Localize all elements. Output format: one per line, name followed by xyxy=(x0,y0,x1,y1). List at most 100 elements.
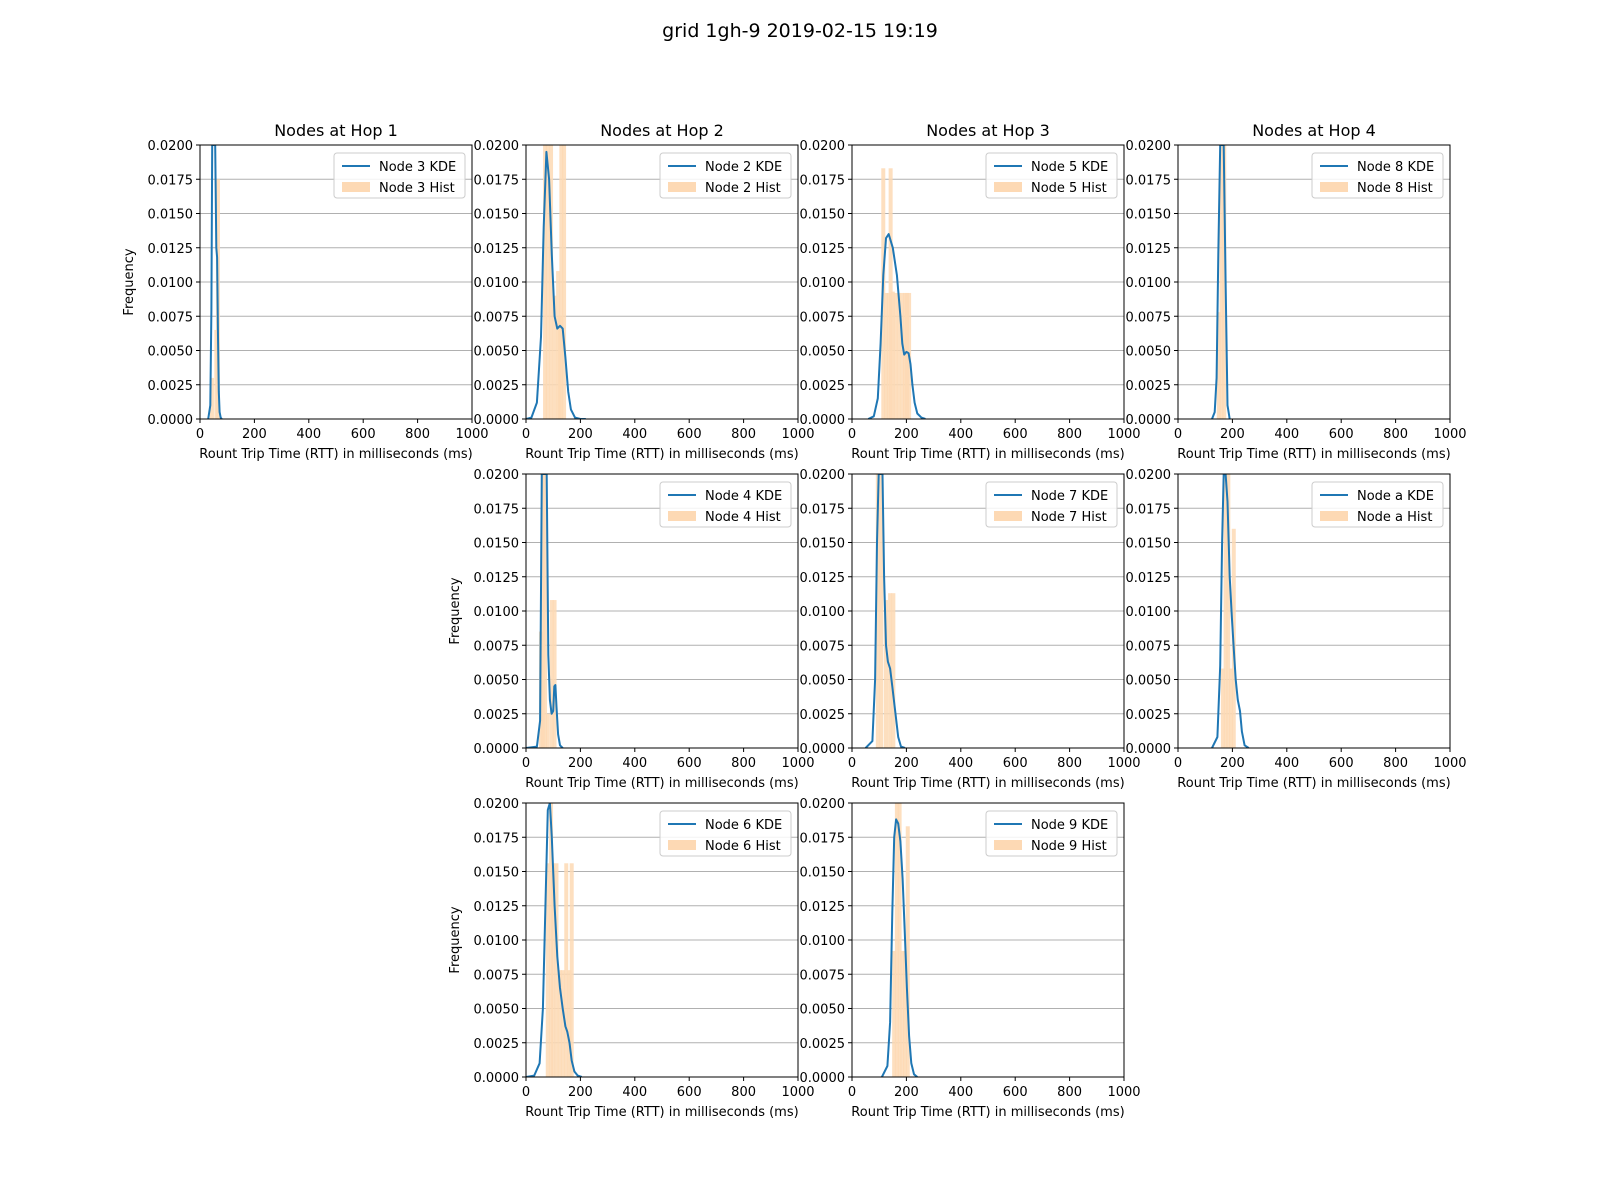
x-axis-label: Rount Trip Time (RTT) in milliseconds (m… xyxy=(1177,776,1450,791)
legend-patch-swatch xyxy=(994,182,1022,192)
hist-bar xyxy=(545,145,550,419)
hist-bar xyxy=(545,713,550,748)
plot-area xyxy=(867,168,926,419)
hist-bar xyxy=(1222,145,1227,419)
y-tick-label: 0.0125 xyxy=(800,242,846,257)
y-tick-label: 0.0000 xyxy=(800,742,846,757)
y-tick-label: 0.0125 xyxy=(148,242,194,257)
y-tick-label: 0.0100 xyxy=(474,934,520,949)
x-axis-label: Rount Trip Time (RTT) in milliseconds (m… xyxy=(525,1105,798,1120)
legend-label: Node 7 KDE xyxy=(1031,489,1108,504)
legend-patch-swatch xyxy=(994,840,1022,850)
hist-bar xyxy=(1220,668,1225,748)
y-tick-label: 0.0100 xyxy=(800,605,846,620)
hist-bar xyxy=(552,600,557,748)
x-axis-label: Rount Trip Time (RTT) in milliseconds (m… xyxy=(851,447,1124,462)
subplot-8: 0 200 400 600 800 1000 0.0000 0.0025 0.0050 0.007… xyxy=(448,797,815,1120)
y-tick-label: 0.0175 xyxy=(148,173,194,188)
y-tick-label: 0.0200 xyxy=(800,139,846,154)
x-tick-label: 800 xyxy=(731,427,756,442)
legend-label: Node 6 Hist xyxy=(705,839,781,854)
x-tick-label: 400 xyxy=(1274,427,1299,442)
y-tick-label: 0.0025 xyxy=(800,379,846,394)
legend-label: Node 8 KDE xyxy=(1357,160,1434,175)
y-tick-label: 0.0075 xyxy=(148,310,194,325)
y-tick-label: 0.0150 xyxy=(474,866,520,881)
x-tick-label: 0 xyxy=(522,1085,530,1100)
y-tick-label: 0.0050 xyxy=(474,345,520,360)
y-tick-label: 0.0200 xyxy=(800,797,846,812)
y-tick-label: 0.0025 xyxy=(1126,708,1172,723)
subplot-3: 0 200 400 600 800 1000 0.0000 0.0025 0.0050 0.007… xyxy=(800,121,1141,462)
y-tick-label: 0.0175 xyxy=(1126,173,1172,188)
plot-area xyxy=(526,474,564,748)
x-tick-label: 200 xyxy=(894,1085,919,1100)
x-tick-label: 200 xyxy=(894,427,919,442)
y-tick-label: 0.0125 xyxy=(800,571,846,586)
y-tick-label: 0.0100 xyxy=(800,934,846,949)
y-tick-label: 0.0050 xyxy=(148,345,194,360)
y-tick-label: 0.0000 xyxy=(800,413,846,428)
legend-label: Node 4 KDE xyxy=(705,489,782,504)
x-tick-label: 200 xyxy=(568,1085,593,1100)
y-tick-label: 0.0025 xyxy=(474,708,520,723)
x-tick-label: 400 xyxy=(948,427,973,442)
hist-bar xyxy=(540,474,545,748)
y-tick-label: 0.0050 xyxy=(1126,674,1172,689)
subplot-5: 0 200 400 600 800 1000 0.0000 0.0025 0.0050 0.007… xyxy=(448,468,815,791)
kde-line xyxy=(881,818,918,1077)
x-tick-label: 400 xyxy=(1274,756,1299,771)
x-tick-label: 1000 xyxy=(781,1085,814,1100)
y-tick-label: 0.0025 xyxy=(1126,379,1172,394)
plot-area xyxy=(526,145,586,419)
y-tick-label: 0.0100 xyxy=(1126,605,1172,620)
x-tick-label: 200 xyxy=(1220,756,1245,771)
y-tick-label: 0.0000 xyxy=(1126,413,1172,428)
y-tick-label: 0.0075 xyxy=(800,968,846,983)
subplot-4: 0 200 400 600 800 1000 0.0000 0.0025 0.0050 0.007… xyxy=(1126,121,1467,462)
hist-bar xyxy=(549,803,554,1077)
hist-bar xyxy=(559,145,564,419)
hist-bar xyxy=(551,863,556,1077)
kde-line xyxy=(864,474,906,748)
hist-bar xyxy=(893,292,898,419)
y-tick-label: 0.0075 xyxy=(474,310,520,325)
y-tick-label: 0.0075 xyxy=(1126,310,1172,325)
y-tick-label: 0.0000 xyxy=(474,742,520,757)
x-tick-label: 0 xyxy=(522,427,530,442)
subplot-title: Nodes at Hop 3 xyxy=(926,121,1050,140)
subplot-2: 0 200 400 600 800 1000 0.0000 0.0025 0.0050 0.007… xyxy=(474,121,815,462)
hist-bar xyxy=(554,863,559,1077)
y-tick-label: 0.0175 xyxy=(1126,502,1172,517)
hist-bar xyxy=(545,863,550,1077)
x-tick-label: 1000 xyxy=(1433,427,1466,442)
legend-label: Node a KDE xyxy=(1357,489,1434,504)
hist-bar xyxy=(900,950,905,1077)
x-tick-label: 400 xyxy=(622,756,647,771)
hist-bar xyxy=(900,292,905,419)
hist-bar xyxy=(1223,474,1228,748)
x-tick-label: 400 xyxy=(296,427,321,442)
y-tick-label: 0.0100 xyxy=(474,605,520,620)
x-tick-label: 400 xyxy=(948,1085,973,1100)
x-tick-label: 0 xyxy=(848,1085,856,1100)
y-tick-label: 0.0200 xyxy=(474,139,520,154)
hist-bar xyxy=(567,970,572,1077)
subplot-7: 0 200 400 600 800 1000 0.0000 0.0025 0.0050 0.007… xyxy=(1126,468,1467,791)
y-tick-label: 0.0125 xyxy=(800,900,846,915)
x-tick-label: 800 xyxy=(1383,756,1408,771)
y-tick-label: 0.0125 xyxy=(474,242,520,257)
legend: Node 8 KDE Node 8 Hist xyxy=(1311,152,1444,199)
x-tick-label: 800 xyxy=(1057,756,1082,771)
hist-bar xyxy=(875,474,880,748)
y-tick-label: 0.0075 xyxy=(800,639,846,654)
legend-patch-swatch xyxy=(1320,511,1348,521)
hist-bar xyxy=(209,377,214,419)
legend-label: Node 7 Hist xyxy=(1031,510,1107,525)
y-tick-label: 0.0175 xyxy=(474,831,520,846)
y-tick-label: 0.0025 xyxy=(474,379,520,394)
legend-patch-swatch xyxy=(1320,182,1348,192)
x-tick-label: 0 xyxy=(196,427,204,442)
x-tick-label: 1000 xyxy=(781,427,814,442)
